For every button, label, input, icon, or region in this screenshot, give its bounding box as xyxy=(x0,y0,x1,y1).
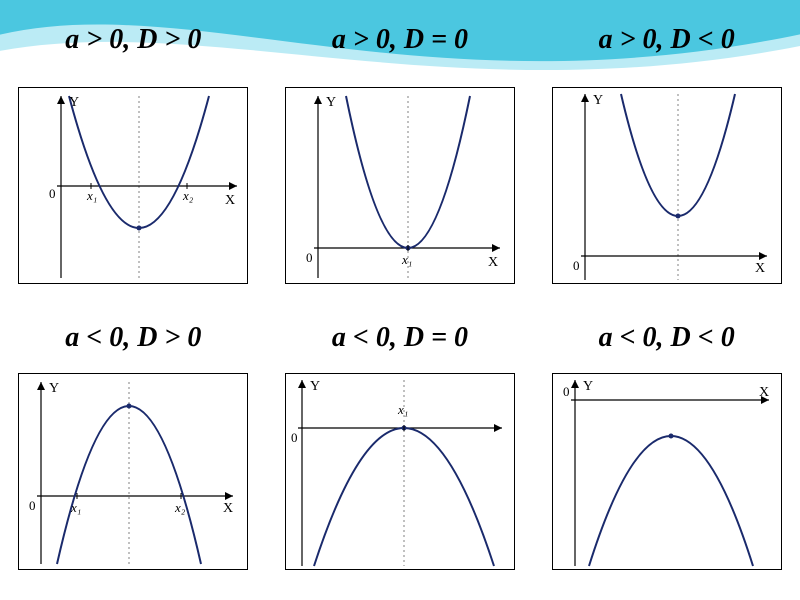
chart-5: x₁ 0 Y xyxy=(285,373,515,570)
y-axis-label: Y xyxy=(583,379,593,394)
label-a-pos-d-pos: a > 0, D > 0 xyxy=(8,24,258,56)
label-a-neg-d-zero: a < 0, D = 0 xyxy=(275,322,525,354)
x-axis-label: X xyxy=(223,501,233,516)
y-axis-label: Y xyxy=(593,93,603,108)
chart-1: x₁ x₂ 0 X Y xyxy=(18,87,248,284)
charts-row-top: x₁ x₂ 0 X Y x₁ 0 X Y 0 X Y xyxy=(0,90,800,280)
chart-svg: 0 X Y xyxy=(553,374,781,569)
chart-4: x₁ x₂ 0 X Y xyxy=(18,373,248,570)
vertex-point xyxy=(137,225,142,230)
y-axis-label: Y xyxy=(310,379,320,394)
origin-label: 0 xyxy=(573,258,580,273)
chart-svg: x₁ x₂ 0 X Y xyxy=(19,374,247,569)
chart-2: x₁ 0 X Y xyxy=(285,87,515,284)
root-label: x₂ xyxy=(174,500,186,515)
x-axis-label: X xyxy=(225,193,235,208)
chart-3: 0 X Y xyxy=(552,87,782,284)
chart-svg: 0 X Y xyxy=(553,88,781,283)
y-axis-label: Y xyxy=(69,95,79,110)
x-axis-label: X xyxy=(755,261,765,276)
charts-row-bottom: x₁x₂0XY x₁0Y 0XY xyxy=(0,376,800,566)
origin-label: 0 xyxy=(306,250,313,265)
label-a-neg-d-pos: a < 0, D > 0 xyxy=(8,322,258,354)
labels-row-top: a > 0, D > 0 a > 0, D = 0 a > 0, D < 0 xyxy=(0,24,800,56)
chart-svg: x₁ 0 Y xyxy=(286,374,514,569)
root-label: x₁ xyxy=(86,188,97,203)
x-axis-label: X xyxy=(488,255,498,270)
vertex-point xyxy=(675,213,680,218)
chart-6: 0 X Y xyxy=(552,373,782,570)
label-a-pos-d-neg: a > 0, D < 0 xyxy=(542,24,792,56)
origin-label: 0 xyxy=(29,498,36,513)
origin-label: 0 xyxy=(291,430,298,445)
labels-row-bottom: a < 0, D > 0 a < 0, D = 0 a < 0, D < 0 xyxy=(0,322,800,354)
label-a-neg-d-neg: a < 0, D < 0 xyxy=(542,322,792,354)
chart-svg: x₁ 0 X Y xyxy=(286,88,514,283)
root-label: x₁ xyxy=(401,252,412,267)
parabola-curve xyxy=(57,406,201,564)
y-axis-label: Y xyxy=(49,381,59,396)
origin-label: 0 xyxy=(49,186,56,201)
vertex-point xyxy=(668,433,673,438)
root-label: x₁ xyxy=(70,500,81,515)
origin-label: 0 xyxy=(563,384,570,399)
x-axis-label: X xyxy=(759,385,769,400)
root-label: x₁ xyxy=(397,402,408,417)
chart-svg: x₁ x₂ 0 X Y xyxy=(19,88,247,283)
slide: a > 0, D > 0 a > 0, D = 0 a > 0, D < 0 x… xyxy=(0,0,800,600)
vertex-point xyxy=(127,403,132,408)
parabola-curve xyxy=(589,436,753,566)
y-axis-label: Y xyxy=(326,95,336,110)
root-label: x₂ xyxy=(182,188,194,203)
label-a-pos-d-zero: a > 0, D = 0 xyxy=(275,24,525,56)
